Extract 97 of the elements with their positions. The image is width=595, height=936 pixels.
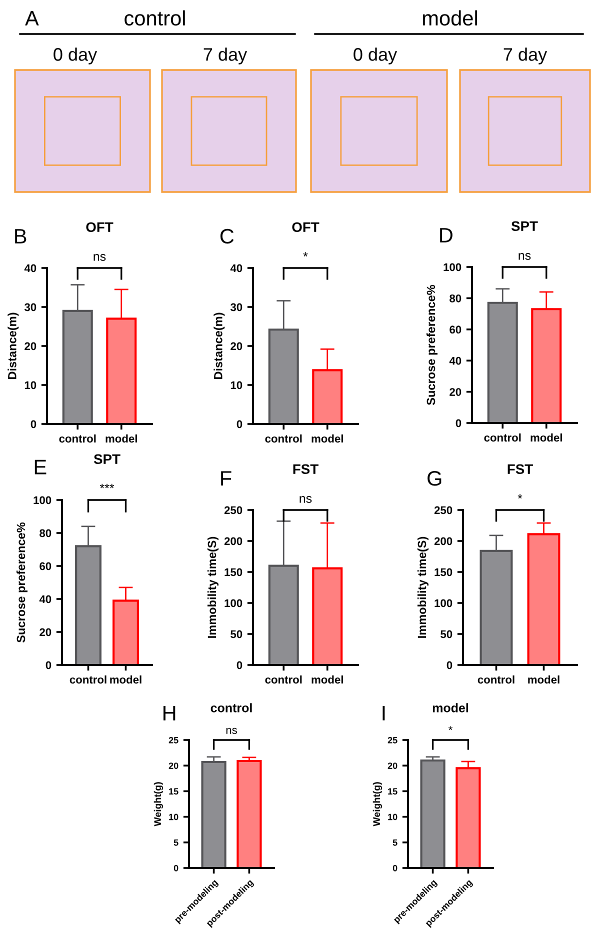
- y-tick-label: 0: [446, 661, 452, 670]
- y-tick-label: 5: [174, 839, 178, 846]
- x-tick-label: model: [530, 433, 562, 442]
- x-tick-label: model: [110, 675, 142, 684]
- y-tick-label: 40: [449, 356, 462, 365]
- chart-title: OFT: [292, 222, 320, 232]
- y-tick-label: 0: [30, 420, 36, 428]
- y-tick-label: 0: [174, 864, 178, 872]
- x-tick-label: model: [528, 675, 560, 684]
- y-tick-label: 10: [388, 814, 398, 820]
- y-tick-label: 20: [230, 342, 242, 350]
- y-tick-label: 20: [24, 342, 36, 350]
- y-tick-label: 0: [236, 420, 242, 428]
- text: model: [423, 10, 477, 26]
- chart-title: control: [210, 703, 252, 712]
- text: B: [15, 229, 26, 244]
- y-axis-title: Immobility time(S): [417, 536, 428, 638]
- y-tick-label: 60: [450, 326, 462, 334]
- y-tick-label: 40: [24, 264, 36, 272]
- y-tick-label: 100: [434, 599, 452, 608]
- y-axis-title: Sucrose preference%: [426, 284, 438, 406]
- y-tick-label: 50: [230, 630, 242, 638]
- y-tick-label: 0: [236, 661, 242, 670]
- text: *: [518, 494, 522, 499]
- text: control: [124, 10, 185, 26]
- y-tick-label: 5: [392, 839, 398, 846]
- text: H: [164, 706, 176, 720]
- y-tick-label: 250: [434, 506, 452, 514]
- y-tick-label: 0: [456, 419, 462, 428]
- text: I: [382, 706, 385, 720]
- text: ns: [518, 253, 531, 260]
- y-tick-label: 200: [434, 537, 452, 546]
- x-tick-label: model: [312, 434, 343, 443]
- y-tick-label: 0: [46, 661, 52, 670]
- y-tick-label: 30: [230, 303, 242, 312]
- x-tick-label: model: [312, 675, 343, 684]
- text: ns: [300, 496, 312, 503]
- y-tick-label: 10: [230, 381, 242, 390]
- text: D: [440, 228, 452, 242]
- text: ns: [226, 728, 237, 734]
- x-tick-label: control: [59, 434, 96, 443]
- y-tick-label: 80: [40, 529, 52, 538]
- text: 7 day: [504, 48, 548, 64]
- text: ***: [100, 484, 114, 488]
- chart-title: FST: [293, 464, 318, 474]
- y-tick-label: 100: [224, 599, 242, 608]
- y-tick-label: 30: [24, 303, 36, 312]
- text: G: [428, 470, 442, 486]
- y-tick-label: 60: [40, 562, 52, 570]
- x-tick-label: control: [70, 675, 106, 684]
- y-tick-label: 0: [392, 864, 398, 872]
- y-tick-label: 250: [224, 506, 242, 514]
- text: C: [220, 228, 234, 244]
- text: ns: [94, 254, 106, 261]
- y-tick-label: 10: [24, 381, 36, 390]
- text: *: [303, 252, 308, 257]
- y-tick-label: 10: [169, 814, 178, 820]
- y-tick-label: 100: [34, 496, 52, 504]
- chart-title: OFT: [86, 222, 114, 232]
- text: *: [448, 726, 452, 730]
- x-tick-label: control: [265, 434, 302, 443]
- y-tick-label: 50: [440, 630, 452, 638]
- y-tick-label: 150: [224, 568, 242, 576]
- y-axis-title: Weight(g): [154, 782, 163, 826]
- x-tick-label: control: [265, 675, 302, 684]
- y-axis-title: Sucrose preference%: [16, 522, 28, 643]
- y-tick-label: 15: [388, 788, 398, 795]
- y-axis-title: Distance(m): [214, 312, 225, 379]
- chart-title: model: [432, 703, 468, 712]
- text: 0 day: [354, 48, 398, 64]
- y-tick-label: 15: [169, 788, 178, 795]
- y-axis-title: Immobility time(S): [207, 536, 218, 638]
- x-tick-label: control: [478, 675, 514, 684]
- x-tick-label: model: [106, 434, 137, 443]
- y-axis-title: Distance(m): [8, 312, 19, 379]
- text: 7 day: [204, 48, 248, 64]
- y-tick-label: 20: [450, 388, 462, 396]
- text: F: [221, 471, 232, 486]
- y-tick-label: 20: [168, 762, 178, 769]
- text: A: [25, 11, 39, 26]
- chart-title: SPT: [94, 454, 120, 464]
- y-tick-label: 150: [434, 568, 452, 576]
- x-tick-label: control: [484, 433, 521, 442]
- y-tick-label: 20: [388, 762, 398, 769]
- text: E: [34, 460, 46, 474]
- y-tick-label: 20: [40, 628, 52, 636]
- chart-title: FST: [508, 464, 533, 474]
- y-axis-title: Weight(g): [372, 782, 382, 826]
- y-tick-label: 100: [444, 263, 462, 272]
- y-tick-label: 80: [450, 294, 462, 302]
- chart-title: SPT: [511, 221, 538, 232]
- y-tick-label: 25: [388, 736, 398, 744]
- y-tick-label: 25: [168, 736, 178, 744]
- y-tick-label: 40: [230, 264, 242, 272]
- y-tick-label: 40: [39, 595, 52, 604]
- text: 0 day: [54, 48, 98, 64]
- y-tick-label: 200: [224, 537, 242, 546]
